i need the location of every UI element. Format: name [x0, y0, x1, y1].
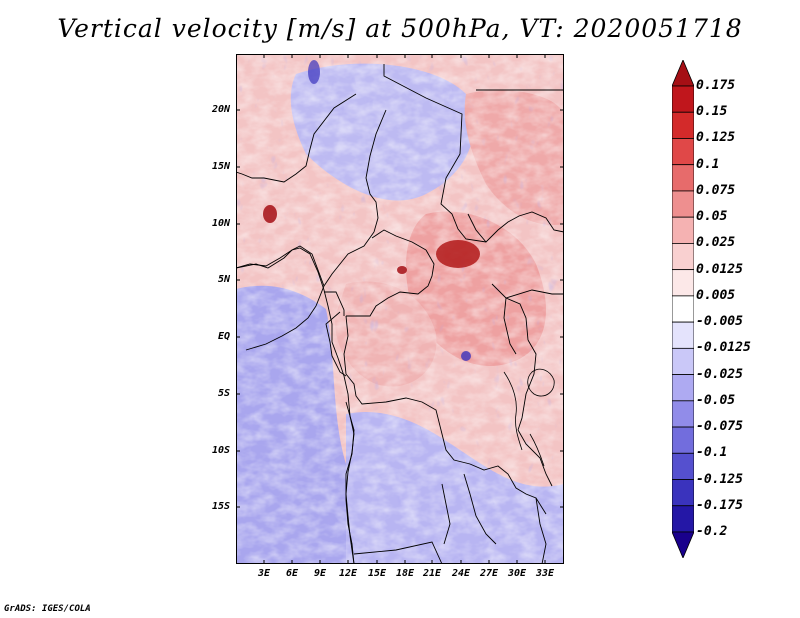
colorbar-label: -0.05	[696, 392, 736, 408]
colorbar-swatch	[672, 505, 694, 533]
latitude-label: 5N	[217, 274, 230, 285]
colorbar-label: 0.075	[696, 182, 736, 198]
colorbar-label: 0.05	[696, 209, 728, 225]
colorbar-swatch	[672, 269, 694, 297]
colorbar-label: 0.1	[696, 156, 720, 172]
colorbar-label: -0.0125	[696, 340, 751, 356]
longitude-label: 6E	[286, 568, 299, 579]
strong-updraft-cell	[308, 60, 320, 84]
longitude-label: 9E	[314, 568, 327, 579]
color-scale-bar	[672, 60, 694, 558]
colorbar-swatch	[672, 295, 694, 323]
latitude-label: 10S	[211, 445, 230, 456]
longitude-label: 33E	[536, 568, 555, 579]
latitude-label: 10N	[211, 218, 230, 229]
strong-downdraft-cell	[461, 351, 471, 361]
colorbar-swatch	[672, 138, 694, 166]
colorbar-label: 0.025	[696, 235, 736, 251]
colorbar-swatch	[672, 190, 694, 218]
latitude-label: EQ	[217, 331, 230, 342]
latitude-label: 20N	[211, 104, 230, 115]
map-title: Vertical velocity [m/s] at 500hPa, VT: 2…	[57, 14, 743, 43]
colorbar-swatch	[672, 374, 694, 402]
coastline	[236, 247, 355, 564]
colorbar-label: -0.1	[696, 445, 728, 461]
colorbar-swatch	[672, 479, 694, 507]
colorbar-label: -0.125	[696, 471, 743, 487]
colorbar-max-triangle	[672, 60, 694, 87]
colorbar-label: 0.125	[696, 130, 736, 146]
longitude-label: 3E	[258, 568, 271, 579]
longitude-label: 12E	[339, 568, 358, 579]
longitude-label: 30E	[508, 568, 527, 579]
colorbar-swatch	[672, 452, 694, 480]
longitude-label: 15E	[368, 568, 387, 579]
map-ticks	[236, 54, 564, 564]
latitude-label: 15N	[211, 161, 230, 172]
strong-updraft-cell	[436, 240, 480, 268]
longitude-label: 27E	[480, 568, 499, 579]
colorbar-swatch	[672, 347, 694, 375]
longitude-label: 24E	[452, 568, 471, 579]
texture-layer-2	[236, 54, 564, 564]
latitude-label: 15S	[211, 501, 230, 512]
colorbar-label: 0.005	[696, 287, 736, 303]
software-credit: GrADS: IGES/COLA	[4, 604, 91, 614]
strong-updraft-cell	[263, 205, 277, 223]
strong-updraft-cell	[397, 266, 407, 274]
colorbar-swatch	[672, 243, 694, 271]
country-borders	[236, 64, 564, 564]
colorbar-label: -0.005	[696, 314, 743, 330]
colorbar-label: 0.15	[696, 104, 728, 120]
colorbar-min-triangle	[672, 531, 694, 558]
colorbar-label: -0.175	[696, 497, 743, 513]
vertical-velocity-map	[236, 54, 564, 564]
latitude-label: 5S	[217, 388, 230, 399]
colorbar-swatch	[672, 216, 694, 244]
longitude-label: 21E	[423, 568, 442, 579]
colorbar-swatch	[672, 400, 694, 428]
longitude-label: 18E	[396, 568, 415, 579]
colorbar-swatch	[672, 111, 694, 139]
colorbar-label: 0.0125	[696, 261, 743, 277]
colorbar-swatch	[672, 85, 694, 113]
colorbar-label: 0.175	[696, 78, 736, 93]
lakes	[503, 368, 555, 467]
colorbar-swatch	[672, 164, 694, 192]
colorbar-label: -0.025	[696, 366, 743, 382]
colorbar-swatch	[672, 321, 694, 349]
colorbar-label: -0.075	[696, 419, 743, 435]
map-frame	[236, 54, 564, 564]
colorbar-swatch	[672, 426, 694, 454]
colorbar-label: -0.2	[696, 524, 728, 539]
